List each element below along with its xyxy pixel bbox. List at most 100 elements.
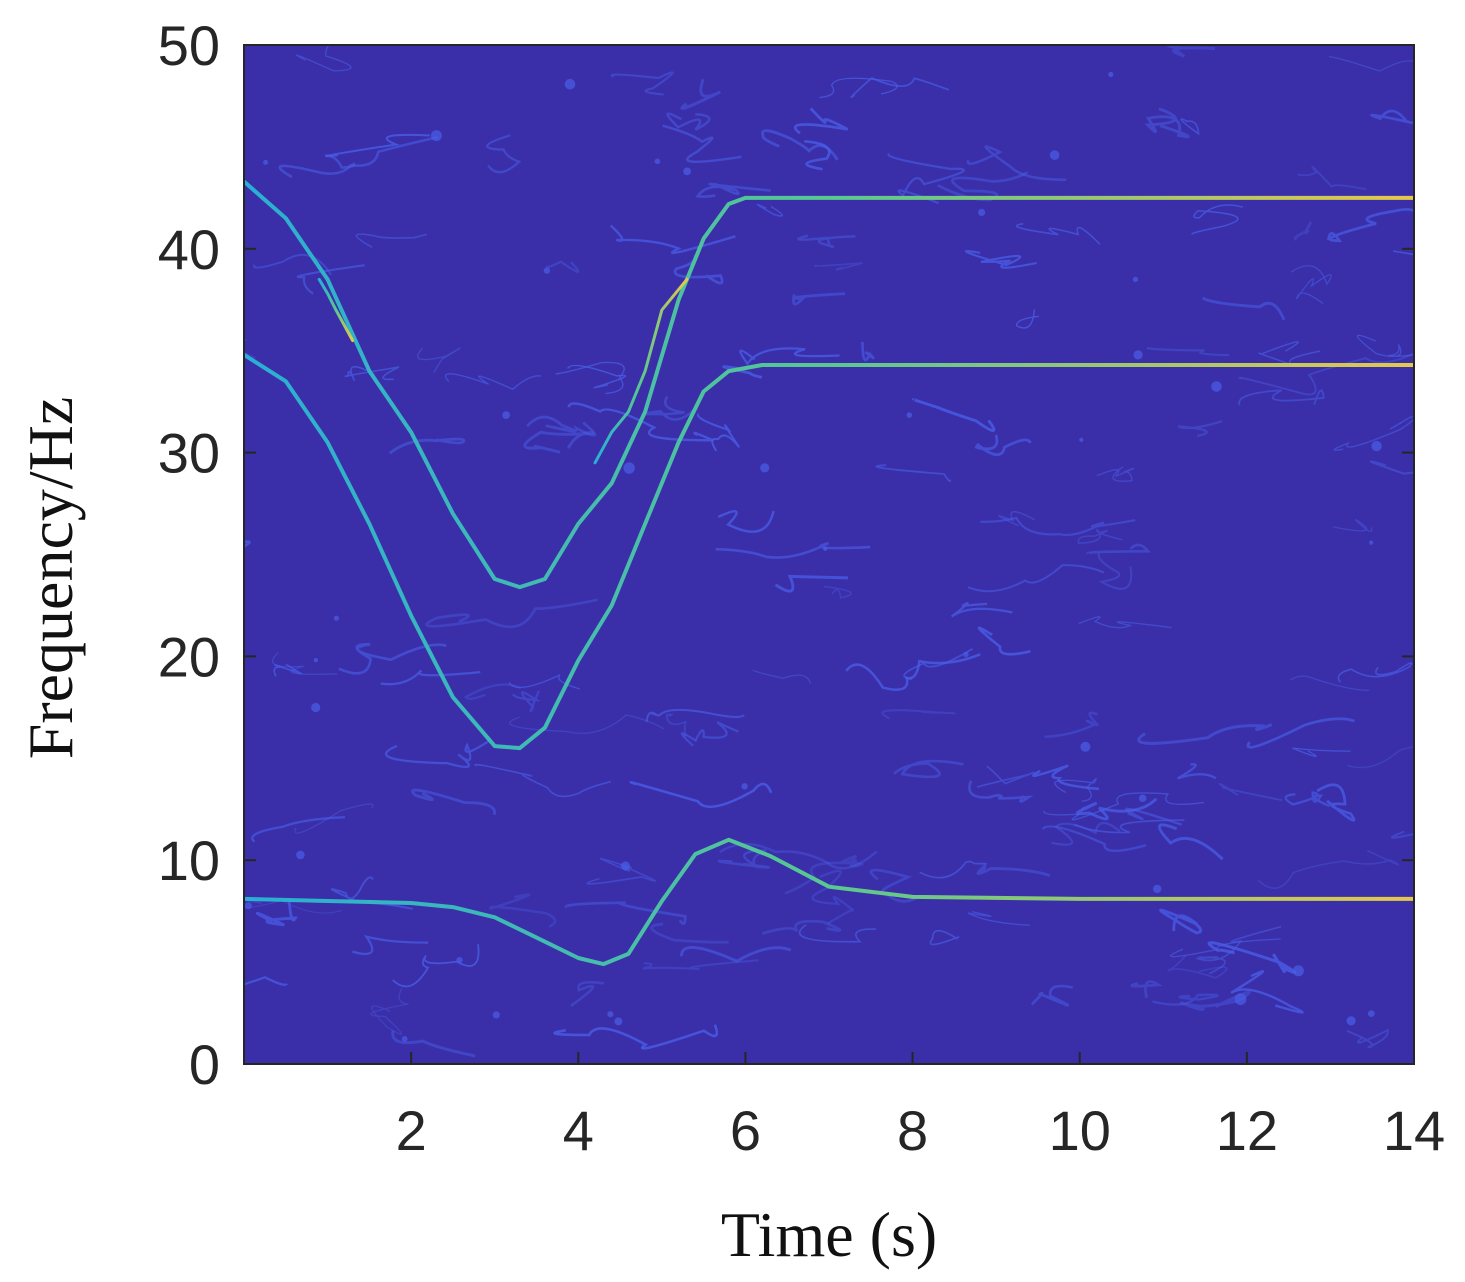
noise-streak xyxy=(784,854,864,895)
noise-streak xyxy=(417,347,461,374)
noise-blob xyxy=(1132,276,1139,283)
noise-streak xyxy=(272,652,338,675)
y-tick-label: 20 xyxy=(158,625,220,688)
noise-streak xyxy=(1137,723,1273,745)
noise-streak xyxy=(1051,821,1121,846)
noise-blob xyxy=(1079,437,1084,442)
noise-streak xyxy=(391,1030,476,1058)
noise-streak xyxy=(774,574,848,593)
noise-streak xyxy=(1329,56,1414,72)
noise-streak xyxy=(553,1024,719,1050)
noise-texture xyxy=(244,45,1414,1058)
noise-streak xyxy=(1356,334,1414,358)
noise-streak xyxy=(798,924,877,943)
noise-streak xyxy=(976,863,1051,877)
noise-streak xyxy=(650,922,729,944)
noise-streak xyxy=(564,901,687,925)
noise-streak xyxy=(976,765,1035,788)
noise-streak xyxy=(680,945,792,963)
noise-streak xyxy=(977,626,1031,656)
y-axis-label: Frequency/Hz xyxy=(15,397,86,760)
noise-streak xyxy=(1370,109,1414,125)
noise-streak xyxy=(1369,460,1414,475)
noise-streak xyxy=(355,233,427,248)
noise-streak xyxy=(1165,45,1216,58)
noise-streak xyxy=(388,437,466,455)
noise-streak xyxy=(1177,420,1223,438)
noise-streak xyxy=(1196,925,1282,975)
noise-blob xyxy=(502,411,510,419)
noise-streak xyxy=(1238,352,1414,396)
noise-streak xyxy=(1044,711,1100,739)
noise-streak xyxy=(1077,528,1123,544)
noise-streak xyxy=(950,602,1013,618)
noise-streak xyxy=(965,250,1037,269)
noise-streak xyxy=(861,341,875,362)
noise-streak xyxy=(629,780,773,809)
noise-streak xyxy=(869,868,917,903)
noise-streak xyxy=(756,203,784,217)
noise-streak xyxy=(244,540,251,548)
noise-streak xyxy=(251,816,345,843)
noise-streak xyxy=(338,642,447,675)
noise-streak xyxy=(1284,791,1331,808)
noise-streak xyxy=(474,763,612,798)
noise-streak xyxy=(719,842,878,870)
noise-streak xyxy=(673,254,724,285)
noise-streak xyxy=(1179,990,1251,1011)
noise-blob xyxy=(607,1011,614,1018)
noise-streak xyxy=(696,413,741,452)
noise-streak xyxy=(352,934,429,956)
noise-blob xyxy=(1049,150,1060,160)
noise-streak xyxy=(919,860,987,879)
noise-streak xyxy=(804,139,831,171)
noise-blob xyxy=(823,546,828,551)
noise-streak xyxy=(255,900,298,927)
noise-streak xyxy=(967,564,1105,593)
noise-blob xyxy=(978,208,986,216)
ridge-line-5 xyxy=(593,277,689,465)
noise-streak xyxy=(1159,908,1203,935)
noise-streak xyxy=(1078,616,1172,629)
y-tick-label: 0 xyxy=(189,1033,220,1096)
noise-streak xyxy=(464,683,522,700)
noise-streak xyxy=(1032,764,1100,791)
noise-streak xyxy=(244,899,343,914)
noise-streak xyxy=(1257,849,1400,889)
noise-streak xyxy=(1042,792,1205,821)
noise-streak xyxy=(1218,783,1283,802)
x-tick-label: 10 xyxy=(1049,1099,1111,1162)
noise-blob xyxy=(333,615,339,621)
noise-streak xyxy=(1015,309,1039,329)
noise-streak xyxy=(1177,763,1217,780)
noise-streak xyxy=(1096,466,1135,482)
noise-streak xyxy=(1054,778,1097,803)
noise-streak xyxy=(489,893,557,928)
noise-streak xyxy=(819,77,898,99)
y-tick-label: 40 xyxy=(158,218,220,281)
noise-streak xyxy=(966,145,1067,181)
noise-blob xyxy=(621,861,630,871)
noise-streak xyxy=(811,869,855,925)
noise-streak xyxy=(1030,984,1074,1007)
noise-blob xyxy=(614,1017,623,1026)
noise-streak xyxy=(244,976,288,986)
noise-streak xyxy=(273,663,303,677)
noise-streak xyxy=(968,780,1034,803)
noise-streak xyxy=(792,292,846,306)
x-tick-label: 2 xyxy=(396,1099,427,1162)
noise-streak xyxy=(641,395,696,421)
noise-blob xyxy=(313,658,318,663)
noise-blob xyxy=(311,702,321,713)
x-tick-label: 6 xyxy=(730,1099,761,1162)
noise-streak xyxy=(523,430,594,454)
noise-streak xyxy=(253,253,332,276)
noise-streak xyxy=(998,510,1035,527)
noise-streak xyxy=(610,71,674,96)
noise-blob xyxy=(456,957,463,964)
noise-streak xyxy=(370,988,409,1035)
noise-streak xyxy=(793,107,849,135)
ridge-line-2 xyxy=(244,352,1414,751)
noise-streak xyxy=(1327,207,1414,243)
noise-streak xyxy=(797,234,856,249)
